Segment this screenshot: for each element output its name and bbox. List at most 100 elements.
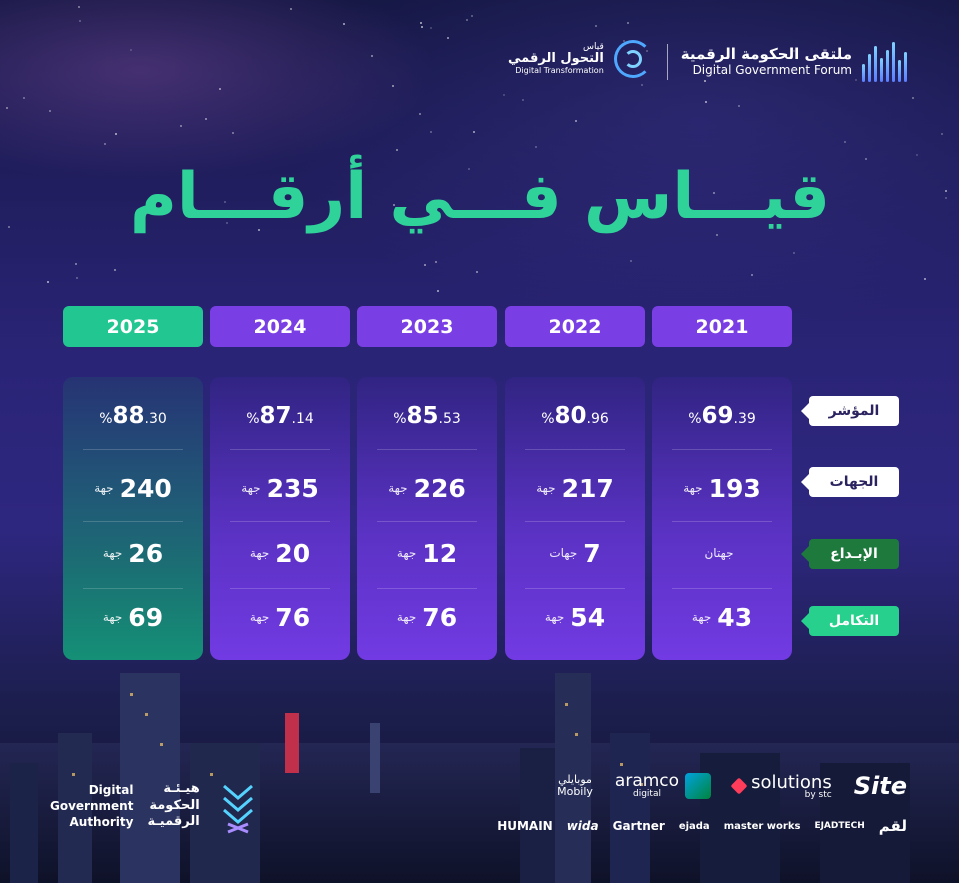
index-int: 69	[701, 403, 734, 429]
star	[8, 226, 10, 228]
integration-count: 69	[128, 602, 164, 632]
star	[424, 264, 426, 266]
year-badge: 2022	[505, 306, 645, 347]
star	[224, 201, 226, 203]
integration-count: 76	[275, 602, 311, 632]
integration-unit: جهة	[249, 610, 270, 624]
solutions-name: solutions	[751, 772, 832, 793]
label-integration: التكامل	[801, 606, 899, 636]
index-int: 80	[554, 403, 587, 429]
integration-count: 54	[570, 602, 606, 632]
qiyas-logo: قياس التحول الرقمي Digital Transformatio…	[508, 40, 652, 78]
entities-value: جهة 193	[652, 455, 792, 521]
row-divider	[377, 521, 477, 522]
aramco-name: aramco	[614, 771, 680, 791]
star	[529, 195, 531, 197]
row-divider	[525, 449, 625, 450]
row-divider	[525, 521, 625, 522]
integration-unit: جهة	[102, 610, 123, 624]
row-divider	[377, 588, 477, 589]
star	[205, 118, 207, 120]
year-badge: 2023	[357, 306, 497, 347]
integration-value: جهة 76	[210, 584, 350, 650]
dgf-logo: ملتقى الحكومة الرقمية Digital Government…	[681, 42, 907, 82]
star	[419, 113, 421, 115]
star	[219, 88, 221, 90]
creativity-count: 20	[275, 538, 311, 568]
star	[392, 85, 394, 87]
index-dec: .53	[438, 411, 461, 427]
star	[343, 23, 345, 25]
row-divider	[83, 588, 183, 589]
integration-value: جهة 76	[357, 584, 497, 650]
star	[371, 55, 373, 57]
qiyas-label: قياس	[583, 41, 604, 52]
star	[945, 197, 947, 199]
index-dec: .14	[291, 411, 314, 427]
star	[78, 6, 80, 8]
dga-ar-1: هيـئـة	[163, 780, 200, 796]
index-pct: %	[393, 411, 407, 427]
star	[535, 146, 537, 148]
star	[180, 125, 182, 127]
star	[916, 154, 918, 156]
index-dec: .39	[733, 411, 756, 427]
star	[226, 222, 228, 224]
index-value: %85.53	[357, 383, 497, 449]
headline: قيـــاس فـــي أرقـــام	[129, 160, 831, 234]
star	[844, 141, 846, 143]
qiyas-english: Digital Transformation	[515, 65, 604, 75]
star	[258, 229, 260, 231]
creativity-value: جهتان	[652, 520, 792, 586]
star	[430, 27, 432, 29]
year-panel: %69.39 جهة 193 جهتان جهة 43	[652, 377, 792, 660]
star	[924, 278, 926, 280]
row-divider	[525, 588, 625, 589]
integration-value: جهة 54	[505, 584, 645, 650]
star	[290, 8, 292, 10]
entities-count: 240	[119, 473, 172, 503]
row-divider	[83, 521, 183, 522]
star	[437, 290, 439, 292]
star	[738, 105, 740, 107]
star	[704, 80, 706, 82]
index-pct: %	[246, 411, 260, 427]
star	[641, 84, 643, 86]
aramco-palm-icon	[685, 773, 712, 799]
creativity-unit: جهة	[396, 546, 417, 560]
year-badge: 2021	[652, 306, 792, 347]
star	[476, 271, 478, 273]
entities-value: جهة 217	[505, 455, 645, 521]
star	[751, 274, 753, 276]
row-divider	[83, 449, 183, 450]
creativity-value: جهات 7	[505, 520, 645, 586]
index-value: %88.30	[63, 383, 203, 449]
star	[912, 97, 914, 99]
row-divider	[230, 521, 330, 522]
entities-unit: جهة	[683, 481, 703, 495]
star	[630, 260, 632, 262]
ejada-logo: ejada	[678, 820, 710, 832]
index-pct: %	[688, 411, 702, 427]
creativity-count: 26	[128, 538, 164, 568]
star	[232, 132, 234, 134]
star	[627, 22, 629, 24]
year-panel: %87.14 جهة 235 جهة 20 جهة 76	[210, 377, 350, 660]
star	[595, 25, 597, 27]
integration-unit: جهة	[396, 610, 417, 624]
year-column: 2021 %69.39 جهة 193 جهتان جهة 43	[652, 306, 792, 660]
year-column: 2024 %87.14 جهة 235 جهة 20 جهة 76	[210, 306, 350, 660]
year-panel: %88.30 جهة 240 جهة 26 جهة 69	[63, 377, 203, 660]
entities-count: 235	[266, 473, 319, 503]
index-pct: %	[541, 411, 555, 427]
dgf-logo-arabic: ملتقى الحكومة الرقمية	[680, 45, 852, 64]
index-pct: %	[99, 411, 113, 427]
star	[23, 97, 25, 99]
creativity-value: جهة 20	[210, 520, 350, 586]
qiyas-ring-icon	[613, 40, 652, 78]
year-column: 2022 %80.96 جهة 217 جهات 7 جهة 54	[505, 306, 645, 660]
entities-value: جهة 235	[210, 455, 350, 521]
mobily-ar: موبايلي	[558, 772, 592, 786]
dga-en-2: Government	[50, 798, 134, 813]
dga-en-3: Authority	[69, 815, 134, 830]
